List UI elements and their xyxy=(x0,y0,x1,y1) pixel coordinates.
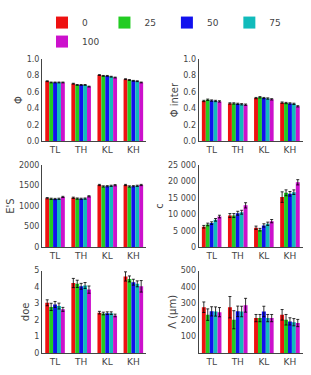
svg-text:TH: TH xyxy=(231,251,244,261)
svg-text:TH: TH xyxy=(74,251,87,261)
svg-text:0.6: 0.6 xyxy=(27,88,40,97)
svg-text:TH: TH xyxy=(231,357,244,367)
svg-text:0.0: 0.0 xyxy=(27,137,40,146)
svg-text:20 000: 20 000 xyxy=(168,177,196,186)
svg-text:1.0: 1.0 xyxy=(27,55,40,64)
svg-text:1.0: 1.0 xyxy=(183,55,196,64)
svg-text:TL: TL xyxy=(49,145,61,155)
svg-text:0.4: 0.4 xyxy=(183,104,196,113)
svg-text:3: 3 xyxy=(34,299,39,308)
svg-text:100: 100 xyxy=(181,332,196,341)
svg-text:KH: KH xyxy=(127,357,140,367)
svg-text:0: 0 xyxy=(191,243,196,252)
svg-text:5: 5 xyxy=(34,266,39,275)
svg-text:TL: TL xyxy=(49,251,61,261)
svg-text:TH: TH xyxy=(74,145,87,155)
svg-text:KL: KL xyxy=(102,357,113,367)
svg-text:300: 300 xyxy=(181,299,196,308)
svg-text:0.8: 0.8 xyxy=(27,71,40,80)
svg-text:TL: TL xyxy=(205,145,217,155)
svg-text:2: 2 xyxy=(34,316,39,325)
svg-text:KH: KH xyxy=(284,145,297,155)
svg-text:KH: KH xyxy=(284,357,297,367)
svg-text:doe: doe xyxy=(20,303,31,322)
svg-text:25 000: 25 000 xyxy=(168,161,196,170)
svg-text:KL: KL xyxy=(102,251,113,261)
svg-text:100: 100 xyxy=(82,37,99,47)
svg-text:KL: KL xyxy=(258,251,269,261)
svg-text:TH: TH xyxy=(231,145,244,155)
svg-text:1000: 1000 xyxy=(19,202,39,211)
svg-text:5 000: 5 000 xyxy=(173,227,196,236)
svg-text:25: 25 xyxy=(144,18,155,28)
svg-text:TL: TL xyxy=(205,251,217,261)
svg-text:KH: KH xyxy=(127,251,140,261)
svg-text:c: c xyxy=(154,203,165,209)
svg-text:0.8: 0.8 xyxy=(183,71,196,80)
svg-text:4: 4 xyxy=(34,283,39,292)
svg-text:50: 50 xyxy=(207,18,219,28)
svg-text:1: 1 xyxy=(34,332,39,341)
svg-text:2000: 2000 xyxy=(19,161,39,170)
svg-text:0: 0 xyxy=(34,243,39,252)
svg-text:KL: KL xyxy=(258,145,269,155)
svg-text:KL: KL xyxy=(102,145,113,155)
svg-text:KH: KH xyxy=(284,251,297,261)
svg-text:1500: 1500 xyxy=(19,181,39,190)
svg-text:KH: KH xyxy=(127,145,140,155)
svg-text:0.2: 0.2 xyxy=(183,121,196,130)
svg-text:Φ: Φ xyxy=(13,96,24,104)
svg-text:TH: TH xyxy=(74,357,87,367)
svg-text:200: 200 xyxy=(181,316,196,325)
svg-text:500: 500 xyxy=(24,222,39,231)
svg-text:Φ inter: Φ inter xyxy=(169,82,180,117)
svg-text:15 000: 15 000 xyxy=(168,194,196,203)
svg-text:TL: TL xyxy=(49,357,61,367)
svg-text:TL: TL xyxy=(205,357,217,367)
svg-text:0.2: 0.2 xyxy=(27,121,40,130)
svg-text:0: 0 xyxy=(34,349,39,358)
svg-text:E'S: E'S xyxy=(5,198,16,213)
svg-text:500: 500 xyxy=(181,266,196,275)
svg-text:0.6: 0.6 xyxy=(183,88,196,97)
svg-text:KL: KL xyxy=(258,357,269,367)
svg-text:10 000: 10 000 xyxy=(168,210,196,219)
svg-text:0.4: 0.4 xyxy=(27,104,40,113)
svg-text:0: 0 xyxy=(82,18,88,28)
svg-text:Λ (μm): Λ (μm) xyxy=(167,295,178,329)
svg-text:75: 75 xyxy=(269,18,280,28)
svg-text:400: 400 xyxy=(181,283,196,292)
svg-text:0.0: 0.0 xyxy=(183,137,196,146)
